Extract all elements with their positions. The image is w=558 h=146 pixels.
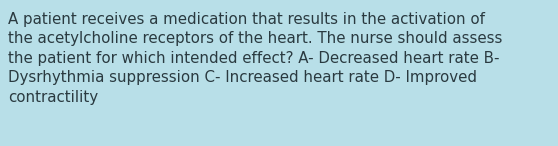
Text: A patient receives a medication that results in the activation of
the acetylchol: A patient receives a medication that res…: [8, 12, 503, 105]
